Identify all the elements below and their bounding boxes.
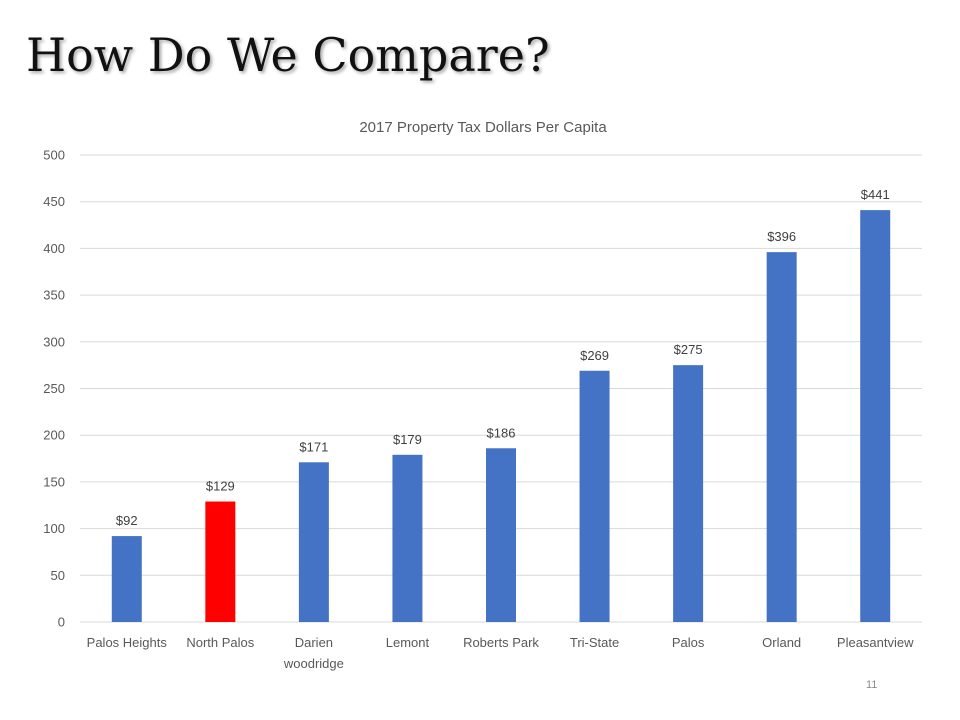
page-number: 11	[866, 679, 878, 691]
chart-title: 2017 Property Tax Dollars Per Capita	[359, 119, 607, 136]
y-tick-label-50: 50	[51, 568, 65, 583]
data-label-north-palos: $129	[206, 479, 235, 494]
slide-title: How Do We Compare?	[26, 28, 550, 82]
x-tick-label-roberts-park: Roberts Park	[463, 635, 539, 650]
x-axis-category-labels: Palos Heights North Palos Darien woodridge L…	[87, 635, 914, 671]
y-tick-label-450: 450	[43, 194, 65, 209]
data-label-pleasantview: $441	[861, 187, 890, 202]
bar-north-palos	[205, 501, 236, 622]
data-label-palos: $275	[674, 342, 703, 357]
x-tick-label-tri-state: Tri-State	[570, 635, 619, 650]
y-tick-label-150: 150	[43, 474, 65, 489]
bar-palos	[673, 365, 704, 622]
x-tick-label-palos-heights: Palos Heights	[87, 635, 168, 650]
data-label-lemont: $179	[393, 432, 422, 447]
bars	[111, 210, 891, 623]
x-tick-label-lemont: Lemont	[386, 635, 430, 650]
x-tick-label-north-palos: North Palos	[186, 635, 254, 650]
x-tick-label-darien-woodridge: Darien woodridge	[283, 635, 344, 671]
data-labels: $92 $129 $171 $179 $186 $269 $275 $396 $441	[116, 187, 890, 528]
data-label-tri-state: $269	[580, 348, 609, 363]
data-label-palos-heights: $92	[116, 513, 138, 528]
x-tick-label-orland: Orland	[762, 635, 801, 650]
y-tick-label-350: 350	[43, 288, 65, 303]
data-label-orland: $396	[767, 229, 796, 244]
bar-tri-state	[579, 370, 610, 622]
y-tick-label-200: 200	[43, 428, 65, 443]
y-tick-label-400: 400	[43, 241, 65, 256]
y-tick-label-0: 0	[58, 615, 65, 630]
y-tick-label-500: 500	[43, 148, 65, 163]
x-tick-label-pleasantview: Pleasantview	[837, 635, 914, 650]
data-label-darien-woodridge: $171	[299, 439, 328, 454]
y-tick-label-300: 300	[43, 334, 65, 349]
data-label-roberts-park: $186	[487, 425, 516, 440]
bar-palos-heights	[111, 536, 142, 622]
bar-pleasantview	[860, 210, 891, 622]
bar-lemont	[392, 454, 423, 622]
bar-orland	[766, 252, 797, 623]
x-tick-label-palos: Palos	[672, 635, 705, 650]
y-tick-label-250: 250	[43, 381, 65, 396]
bar-roberts-park	[486, 448, 516, 622]
bar-darien-woodridge	[298, 462, 329, 622]
y-tick-label-100: 100	[43, 521, 65, 536]
y-axis-tick-labels: 0 50 100 150 200 250 300 350 400 450 500	[43, 148, 65, 630]
